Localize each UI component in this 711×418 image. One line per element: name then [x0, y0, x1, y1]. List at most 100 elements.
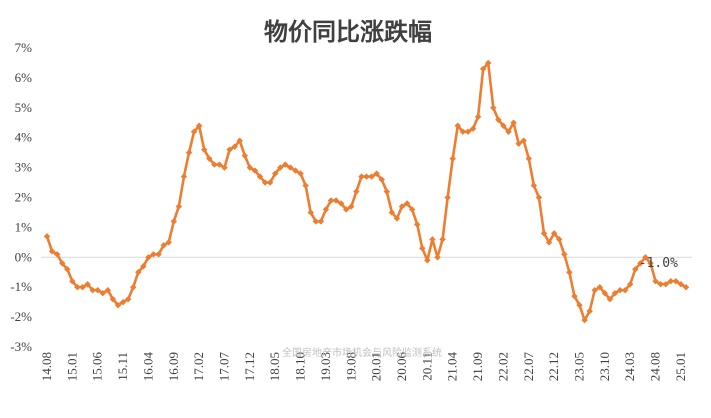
data-point	[317, 218, 325, 225]
data-point	[419, 245, 426, 252]
x-tick-label: 16.04	[140, 352, 155, 382]
data-point	[652, 278, 659, 285]
data-point	[216, 161, 223, 168]
data-point	[297, 170, 304, 177]
x-tick-label: 25.01	[673, 352, 688, 381]
data-point	[251, 167, 259, 174]
x-tick-label: 20.01	[369, 352, 384, 381]
data-point	[221, 164, 228, 171]
data-point	[510, 119, 517, 126]
data-point	[408, 206, 416, 213]
data-point	[576, 301, 583, 309]
data-point	[266, 179, 274, 186]
data-point	[525, 155, 532, 162]
data-point	[256, 173, 264, 180]
data-point	[353, 188, 360, 195]
data-point	[226, 146, 233, 153]
x-tick-label: 18.05	[267, 352, 282, 381]
data-point	[667, 278, 674, 285]
y-tick-label: 4%	[15, 130, 33, 145]
data-point	[535, 194, 543, 201]
y-axis: 7% 6% 5% 4% 3% 2% 1% 0% -1% -2% -3%	[10, 40, 32, 354]
data-point	[261, 179, 269, 186]
x-tick-label: 20.11	[419, 352, 434, 381]
x-tick-label: 23.05	[572, 352, 587, 381]
data-point	[53, 251, 61, 258]
x-tick-label: 22.07	[521, 352, 536, 382]
data-point	[469, 125, 477, 132]
data-point	[566, 269, 573, 276]
y-tick-label: 2%	[15, 190, 33, 205]
data-point	[530, 182, 538, 189]
data-point	[586, 307, 593, 315]
data-point	[677, 281, 685, 288]
data-point	[642, 254, 649, 261]
data-point	[550, 230, 558, 237]
data-point	[282, 161, 289, 168]
data-point	[520, 137, 527, 144]
data-point	[500, 122, 507, 129]
last-value-label: -1.0%	[639, 256, 678, 271]
data-point	[616, 286, 624, 294]
data-point	[647, 260, 654, 267]
data-point	[556, 236, 563, 243]
data-point	[119, 298, 127, 306]
data-point	[211, 161, 218, 168]
data-point	[332, 197, 340, 204]
data-point	[292, 167, 299, 174]
data-point	[231, 143, 238, 150]
data-point	[195, 122, 203, 129]
data-point	[327, 197, 335, 204]
data-point	[378, 176, 385, 183]
x-tick-label: 17.12	[242, 352, 257, 381]
data-point	[581, 316, 588, 324]
data-point	[135, 269, 142, 276]
data-point	[459, 128, 467, 135]
x-tick-label: 19.03	[318, 352, 333, 381]
data-point	[383, 188, 390, 195]
data-point	[272, 170, 279, 177]
data-point	[140, 263, 147, 270]
data-point	[571, 292, 578, 300]
data-point	[403, 200, 411, 207]
data-point	[388, 209, 396, 216]
x-tick-label: 15.06	[90, 352, 105, 382]
data-point	[464, 128, 472, 135]
data-point	[490, 104, 497, 111]
data-point	[99, 289, 106, 297]
watermark: 全国房地产市场机会与风险监测系统	[282, 346, 442, 359]
data-point	[373, 170, 380, 177]
data-point	[454, 122, 461, 129]
data-point	[495, 116, 502, 123]
x-tick-label: 20.06	[394, 352, 409, 382]
data-point	[479, 65, 487, 73]
data-point	[84, 281, 91, 288]
data-point	[606, 295, 614, 303]
data-point	[398, 203, 406, 210]
data-point	[485, 59, 492, 67]
data-point	[611, 289, 619, 297]
data-point	[185, 149, 193, 156]
data-point	[241, 152, 248, 159]
data-point	[368, 173, 375, 180]
y-tick-label: 6%	[15, 70, 33, 85]
data-point	[69, 278, 76, 285]
data-point	[201, 146, 208, 153]
data-point	[424, 257, 431, 264]
data-point	[601, 289, 609, 297]
y-tick-label: -1%	[10, 279, 32, 294]
data-point	[358, 173, 365, 180]
data-point	[190, 128, 198, 135]
series-line	[45, 61, 688, 322]
x-tick-label: 22.02	[495, 352, 510, 381]
x-tick-label: 21.04	[445, 352, 460, 382]
chart-title: 物价同比涨跌幅	[264, 18, 432, 46]
x-tick-label: 15.01	[64, 352, 79, 381]
x-tick-label: 21.09	[470, 352, 485, 381]
data-point	[627, 281, 634, 288]
data-point	[302, 182, 309, 189]
y-tick-label: 3%	[15, 160, 33, 175]
data-point	[307, 209, 314, 216]
data-point	[596, 284, 603, 291]
